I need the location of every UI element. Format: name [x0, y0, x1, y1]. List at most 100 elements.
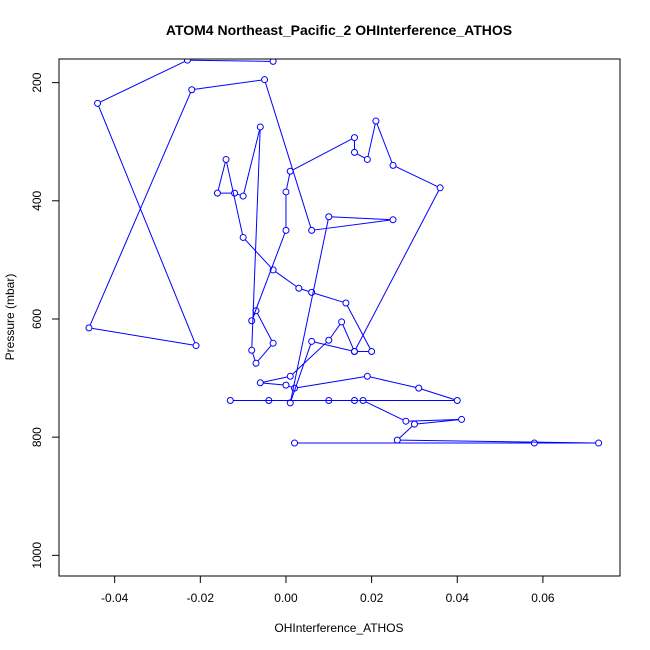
series-line-segment	[290, 219, 329, 400]
series-line-segment	[292, 342, 327, 375]
data-point	[269, 266, 277, 274]
y-axis: 200 400 600 800 1000	[30, 72, 59, 569]
y-tick-label: 800	[30, 427, 44, 447]
data-point	[308, 337, 316, 345]
data-point	[295, 284, 303, 292]
series-line-segment	[252, 233, 286, 318]
data-point	[286, 167, 294, 175]
data-point	[282, 226, 290, 234]
data-point	[282, 381, 290, 389]
series-line-segment	[244, 239, 272, 268]
data-point	[453, 397, 461, 405]
data-point	[342, 299, 350, 307]
data-point	[350, 347, 358, 355]
series-line-segment	[275, 271, 297, 287]
series-line-segment	[376, 123, 393, 163]
data-point	[291, 384, 299, 392]
data-point	[389, 216, 397, 224]
data-point	[248, 317, 256, 325]
series-line-segment	[367, 124, 376, 157]
series-line-segment	[314, 219, 390, 231]
series-line-segment	[252, 353, 256, 361]
data-point	[410, 420, 418, 428]
series-line-segment	[194, 79, 262, 90]
data-point	[286, 372, 294, 380]
data-point	[368, 347, 376, 355]
data-point	[389, 161, 397, 169]
data-point	[252, 307, 260, 315]
series-line-segment	[217, 162, 226, 191]
plot-frame	[58, 58, 621, 577]
data-point	[308, 226, 316, 234]
series-line-segment	[409, 419, 459, 422]
data-point	[363, 372, 371, 380]
x-tick-label: 0.06	[531, 591, 555, 605]
series-line-segment	[342, 324, 354, 349]
y-tick-label: 1000	[30, 542, 44, 569]
data-point	[402, 417, 410, 425]
data-point	[291, 439, 299, 447]
data-point	[325, 336, 333, 344]
data-point	[192, 342, 200, 350]
series-line-segment	[98, 106, 196, 343]
series-line-segment	[370, 376, 416, 388]
x-tick-label: 0.02	[360, 591, 384, 605]
y-tick-label: 600	[30, 309, 44, 329]
series-line-segment	[190, 59, 270, 62]
series-line-segment	[100, 61, 185, 103]
data-point	[239, 192, 247, 200]
y-tick-label: 400	[30, 190, 44, 210]
data-point	[256, 123, 264, 131]
series-line-segment	[399, 425, 413, 439]
data-point	[350, 148, 358, 156]
series-line-segment	[421, 388, 455, 401]
y-axis-label: Pressure (mbar)	[3, 274, 17, 361]
series-line-segment	[417, 419, 459, 425]
series-line-segment	[331, 216, 390, 221]
data-point	[231, 189, 239, 197]
series-line-segment	[257, 313, 273, 341]
series-line-segment	[400, 439, 596, 444]
data-point	[269, 339, 277, 347]
data-point	[282, 188, 290, 196]
data-point	[359, 397, 367, 405]
data-point	[248, 346, 256, 354]
data-point	[261, 76, 269, 84]
data-point	[458, 415, 466, 423]
series-line-segment	[263, 376, 288, 383]
data-point	[286, 399, 294, 407]
series-line-segment	[297, 376, 365, 389]
y-tick-label: 200	[30, 72, 44, 92]
series-line-segment	[288, 385, 292, 388]
data-point	[226, 397, 234, 405]
series-line-segment	[365, 401, 404, 421]
data-point	[393, 436, 401, 444]
data-point	[308, 288, 316, 296]
x-tick-label: -0.04	[101, 591, 129, 605]
series-points	[85, 59, 603, 447]
series-line-segment	[226, 162, 243, 235]
data-point	[436, 184, 444, 192]
series-line-segment	[330, 324, 341, 338]
data-point	[239, 233, 247, 241]
series-line-segment	[395, 166, 438, 187]
series-line-segment	[237, 193, 241, 196]
data-point	[415, 384, 423, 392]
series-line-segment	[263, 382, 283, 386]
data-point	[183, 59, 191, 64]
series-line-segment	[92, 327, 193, 346]
data-point	[213, 189, 221, 197]
x-axis: -0.04 -0.02 0.00 0.02 0.04 0.06	[101, 576, 555, 605]
series-line-segment	[265, 82, 312, 228]
data-point	[222, 155, 230, 163]
series-line-segment	[357, 153, 365, 159]
data-point	[265, 397, 273, 405]
data-point	[350, 134, 358, 142]
data-point	[350, 397, 358, 405]
series-line-segment	[314, 292, 344, 303]
series-line-segment	[301, 288, 309, 292]
series-line-segment	[355, 190, 440, 349]
data-point	[372, 117, 380, 125]
